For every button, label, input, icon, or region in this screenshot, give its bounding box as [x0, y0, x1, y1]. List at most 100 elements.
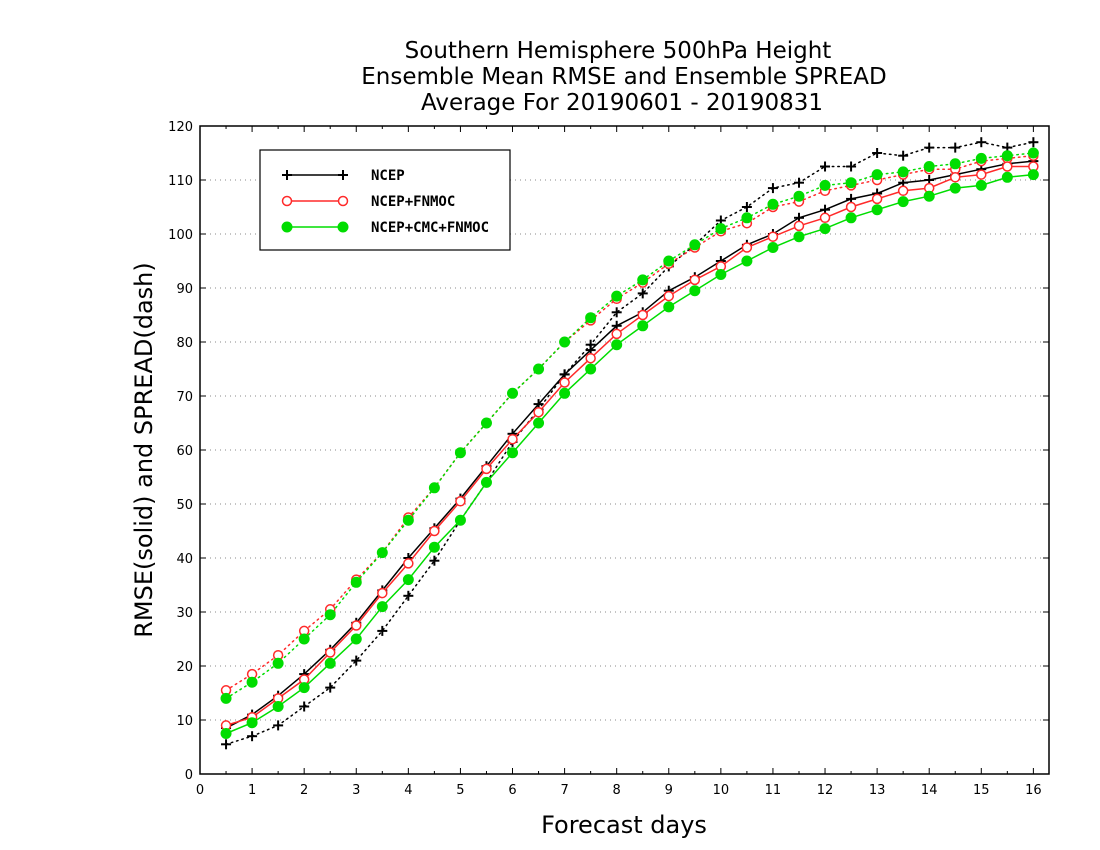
rmse-point-ncep-cmc-fnmoc	[975, 179, 987, 191]
x-tick-label: 6	[508, 783, 516, 798]
x-tick-label: 4	[404, 783, 412, 798]
rmse-point-ncep-fnmoc	[507, 433, 518, 445]
spread-point-ncep-cmc-fnmoc	[454, 447, 466, 459]
spread-point-ncep-cmc-fnmoc	[376, 547, 388, 559]
spread-point-ncep	[325, 682, 336, 693]
rmse-point-ncep-cmc-fnmoc	[533, 417, 545, 429]
rmse-point-ncep-cmc-fnmoc	[923, 190, 935, 202]
rmse-point-ncep-cmc-fnmoc	[793, 231, 805, 243]
spread-point-ncep-cmc-fnmoc	[428, 482, 440, 494]
rmse-point-ncep-cmc-fnmoc	[220, 728, 232, 739]
x-tick-label: 1	[248, 783, 256, 798]
rmse-point-ncep-cmc-fnmoc	[715, 269, 727, 280]
y-tick-label: 40	[176, 552, 193, 567]
spread-point-ncep-cmc-fnmoc	[585, 312, 597, 324]
rmse-point-ncep-cmc-fnmoc	[949, 182, 961, 194]
spread-point-ncep-cmc-fnmoc	[715, 223, 727, 235]
y-tick-label: 0	[185, 768, 193, 783]
y-tick-label: 50	[176, 498, 193, 513]
legend-marker-ncep-fnmoc	[281, 195, 293, 207]
rmse-point-ncep-fnmoc	[324, 647, 336, 658]
x-tick-label: 9	[665, 783, 673, 798]
spread-point-ncep-cmc-fnmoc	[402, 514, 414, 526]
y-tick-label: 110	[168, 174, 193, 189]
x-tick-label: 8	[613, 783, 621, 798]
spread-point-ncep	[377, 625, 388, 636]
legend-label-ncep-fnmoc: NCEP+FNMOC	[371, 194, 455, 210]
spread-point-ncep-cmc-fnmoc	[220, 692, 232, 704]
legend-marker-ncep-cmc-fnmoc	[281, 221, 293, 233]
y-axis-label: RMSE(solid) and SPREAD(dash)	[130, 262, 158, 638]
spread-point-ncep	[872, 148, 883, 158]
rmse-line-ncep-cmc-fnmoc	[225, 173, 1034, 735]
rmse-point-ncep-fnmoc	[741, 242, 753, 253]
spread-point-ncep-cmc-fnmoc	[871, 169, 883, 181]
rmse-point-ncep-cmc-fnmoc	[428, 541, 440, 553]
legend-label-ncep: NCEP	[371, 168, 405, 184]
x-axis-label: Forecast days	[541, 811, 707, 839]
rmse-point-ncep-fnmoc	[845, 201, 857, 213]
spread-point-ncep-cmc-fnmoc	[975, 152, 987, 164]
spread-point-ncep-cmc-fnmoc	[559, 336, 571, 348]
rmse-point-ncep-fnmoc	[559, 377, 570, 388]
spread-point-ncep-cmc-fnmoc	[949, 158, 961, 170]
rmse-point-ncep-fnmoc	[1002, 161, 1013, 172]
x-tick-label: 15	[973, 783, 990, 798]
rmse-point-ncep-fnmoc	[793, 220, 805, 232]
rmse-point-ncep-cmc-fnmoc	[376, 601, 388, 613]
rmse-point-ncep-cmc-fnmoc	[871, 204, 883, 216]
x-tick-label: 16	[1025, 783, 1042, 798]
legend-marker-ncep	[282, 170, 292, 180]
spread-point-ncep-cmc-fnmoc	[819, 179, 831, 191]
rmse-point-ncep-cmc-fnmoc	[1001, 171, 1013, 183]
gridlines	[200, 179, 1049, 721]
spread-point-ncep-cmc-fnmoc	[845, 177, 857, 189]
rmse-point-ncep-cmc-fnmoc	[741, 255, 753, 267]
rmse-point-ncep-cmc-fnmoc	[819, 223, 831, 235]
x-tick-label: 2	[300, 783, 308, 798]
rmse-point-ncep-fnmoc	[377, 587, 388, 599]
spread-point-ncep	[1028, 137, 1039, 148]
y-tick-label: 80	[176, 336, 193, 351]
spread-point-ncep-cmc-fnmoc	[246, 676, 258, 688]
spread-point-ncep	[767, 183, 778, 194]
series-layer	[220, 137, 1039, 750]
spread-point-ncep-cmc-fnmoc	[767, 198, 779, 210]
spread-point-ncep	[924, 142, 935, 153]
spread-point-ncep	[637, 288, 648, 299]
rmse-point-ncep-cmc-fnmoc	[897, 196, 909, 208]
spread-point-ncep-cmc-fnmoc	[637, 274, 649, 286]
legend-marker-ncep-fnmoc	[337, 195, 349, 207]
spread-point-ncep	[351, 655, 362, 666]
x-tick-label: 5	[456, 783, 464, 798]
rmse-point-ncep-fnmoc	[455, 496, 466, 507]
chart-title-line-2: Ensemble Mean RMSE and Ensemble SPREAD	[361, 64, 886, 90]
x-tick-label: 11	[765, 783, 782, 798]
spread-point-ncep	[221, 739, 232, 750]
rmse-point-ncep-fnmoc	[819, 212, 831, 224]
rmse-point-ncep-cmc-fnmoc	[689, 285, 701, 297]
rmse-point-ncep-fnmoc	[481, 463, 492, 475]
legend-marker-ncep-cmc-fnmoc	[337, 221, 349, 233]
rmse-point-ncep-cmc-fnmoc	[611, 339, 623, 351]
x-tick-label: 0	[196, 783, 204, 798]
y-tick-label: 70	[176, 390, 193, 405]
rmse-point-ncep-cmc-fnmoc	[246, 717, 258, 729]
rmse-point-ncep-cmc-fnmoc	[350, 633, 362, 645]
spread-point-ncep	[846, 161, 857, 172]
spread-point-ncep-cmc-fnmoc	[298, 633, 310, 645]
y-tick-label: 60	[176, 444, 193, 459]
spread-point-ncep-cmc-fnmoc	[923, 161, 935, 172]
spread-point-ncep	[741, 202, 752, 212]
spread-point-ncep-cmc-fnmoc	[663, 255, 675, 267]
rmse-point-ncep-cmc-fnmoc	[507, 447, 519, 459]
spread-point-ncep-cmc-fnmoc	[689, 239, 701, 251]
rmse-point-ncep-fnmoc	[689, 274, 701, 286]
rmse-point-ncep-cmc-fnmoc	[663, 301, 675, 313]
spread-point-ncep	[403, 590, 414, 601]
rmse-point-ncep-cmc-fnmoc	[402, 574, 414, 586]
y-tick-label: 100	[168, 228, 193, 243]
rmse-point-ncep-fnmoc	[533, 406, 544, 418]
